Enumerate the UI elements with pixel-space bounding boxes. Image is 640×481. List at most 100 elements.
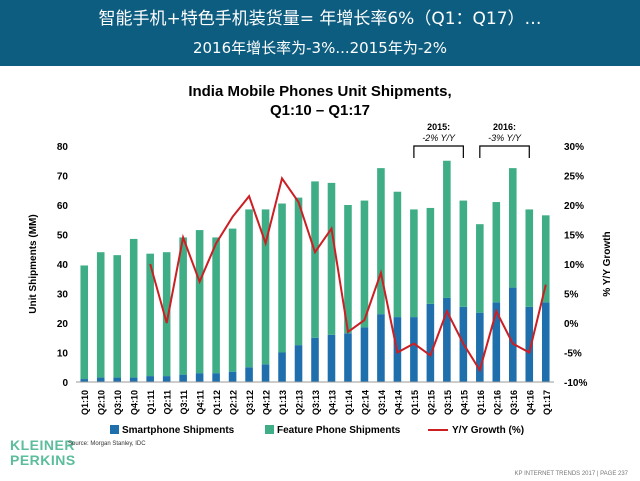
x-tick-label: Q2:11 <box>163 390 173 415</box>
y-tick-label: 20 <box>57 319 69 330</box>
x-tick-label: Q1:15 <box>410 390 420 415</box>
feature-phone-bar <box>113 255 121 378</box>
header-title-line2: 2016年增长率为-3%...2015年为-2% <box>192 39 448 57</box>
feature-phone-bar <box>393 191 402 318</box>
x-tick-label: Q2:12 <box>229 390 239 415</box>
smartphone-bar <box>541 302 550 382</box>
chart-title-line1: India Mobile Phones Unit Shipments, <box>188 83 452 100</box>
x-tick-label: Q3:13 <box>311 390 321 415</box>
y-tick-label: 0 <box>62 378 68 389</box>
feature-phone-bar <box>509 168 517 288</box>
smartphone-bar <box>327 334 336 382</box>
smartphone-bar <box>162 376 171 382</box>
chart-title: India Mobile Phones Unit Shipments, Q1:1… <box>0 82 640 120</box>
x-tick-label: Q4:11 <box>196 390 206 415</box>
x-tick-label: Q4:14 <box>393 390 403 415</box>
feature-phone-bar <box>212 237 220 374</box>
smartphone-bar <box>509 287 517 382</box>
smartphone-bar <box>129 377 138 382</box>
x-tick-label: Q1:13 <box>278 390 288 415</box>
x-tick-label: Q3:11 <box>179 390 189 415</box>
y-tick-label: 40 <box>57 260 69 271</box>
feature-phone-bar <box>459 200 468 307</box>
y-tick-label: 60 <box>57 201 69 212</box>
legend-label-growth: Y/Y Growth (%) <box>452 425 524 436</box>
feature-phone-bar <box>96 252 105 378</box>
feature-phone-bar <box>327 182 336 335</box>
smartphone-bar <box>344 333 352 382</box>
y-tick-label: 70 <box>57 172 69 183</box>
legend-label-feature-phone: Feature Phone Shipments <box>277 425 401 436</box>
x-tick-label: Q2:10 <box>97 390 107 415</box>
y-tick-label: 30 <box>57 290 69 301</box>
smartphone-bar <box>492 302 501 382</box>
feature-phone-bar <box>525 209 534 307</box>
smartphone-bar <box>410 317 418 382</box>
y2-tick-label: 15% <box>564 231 584 242</box>
feature-phone-bar <box>311 181 319 338</box>
annotation-growth-label: -3% Y/Y <box>488 133 522 143</box>
x-tick-label: Q1:10 <box>80 390 90 415</box>
x-tick-label: Q1:11 <box>146 390 156 415</box>
x-tick-label: Q3:10 <box>113 390 123 415</box>
y2-tick-label: -10% <box>564 378 587 389</box>
feature-phone-bar <box>492 202 501 303</box>
y2-tick-label: 20% <box>564 201 584 212</box>
logo-line1: KLEINER <box>10 437 75 453</box>
y-tick-label: 50 <box>57 231 69 242</box>
x-tick-label: Q1:14 <box>344 390 354 415</box>
x-tick-label: Q3:16 <box>509 390 519 415</box>
x-tick-label: Q4:10 <box>130 390 140 415</box>
smartphone-bar <box>228 371 237 382</box>
feature-phone-bar <box>426 207 435 304</box>
y2-tick-label: 30% <box>564 142 584 153</box>
feature-phone-bar <box>195 230 204 374</box>
smartphone-bar <box>261 364 270 382</box>
annotation-year-label: 2015: <box>427 122 450 132</box>
x-tick-label: Q1:16 <box>476 390 486 415</box>
feature-phone-bar <box>162 252 171 377</box>
y2-tick-label: -5% <box>564 349 582 360</box>
smartphone-bar <box>377 314 385 382</box>
smartphone-bar <box>426 303 435 382</box>
y-tick-label: 10 <box>57 349 69 360</box>
smartphone-bar <box>245 367 253 382</box>
feature-phone-bar <box>179 237 187 375</box>
y2-tick-label: 25% <box>564 172 584 183</box>
x-tick-label: Q2:15 <box>426 390 436 415</box>
x-tick-label: Q4:12 <box>262 390 272 415</box>
feature-phone-bar <box>278 203 286 353</box>
x-tick-label: Q4:15 <box>459 390 469 415</box>
feature-phone-bar <box>146 253 154 377</box>
header-title-line1: 智能手机+特色手机装货量= 年增长率6%（Q1：Q17）… <box>98 9 542 29</box>
feature-phone-bar <box>377 168 385 315</box>
x-tick-label: Q3:14 <box>377 390 387 415</box>
legend-swatch-feature-phone <box>265 425 274 434</box>
y2-tick-label: 10% <box>564 260 584 271</box>
annotation-growth-label: -2% Y/Y <box>422 133 456 143</box>
smartphone-bar <box>80 379 89 382</box>
smartphone-bar <box>443 297 451 382</box>
annotation-bracket <box>413 145 464 158</box>
smartphone-bar <box>525 306 534 382</box>
y2-axis-title: % Y/Y Growth <box>602 231 613 296</box>
feature-phone-bar <box>476 224 484 313</box>
feature-phone-bar <box>261 209 270 365</box>
x-tick-label: Q4:16 <box>525 390 535 415</box>
feature-phone-bar <box>360 200 369 328</box>
smartphone-bar <box>476 312 484 382</box>
feature-phone-bar <box>410 209 418 318</box>
x-tick-label: Q1:12 <box>212 390 222 415</box>
kleiner-perkins-logo: KLEINER PERKINS <box>10 437 76 468</box>
y-tick-label: 80 <box>57 142 69 153</box>
logo-line2: PERKINS <box>10 452 76 468</box>
x-tick-label: Q4:13 <box>327 390 337 415</box>
feature-phone-bar <box>443 160 451 298</box>
legend-swatch-smartphone <box>110 425 119 434</box>
smartphone-bar <box>96 377 105 382</box>
feature-phone-bar <box>80 265 89 380</box>
x-tick-label: Q3:12 <box>245 390 255 415</box>
smartphone-bar <box>278 352 286 382</box>
smartphone-bar <box>360 327 369 382</box>
